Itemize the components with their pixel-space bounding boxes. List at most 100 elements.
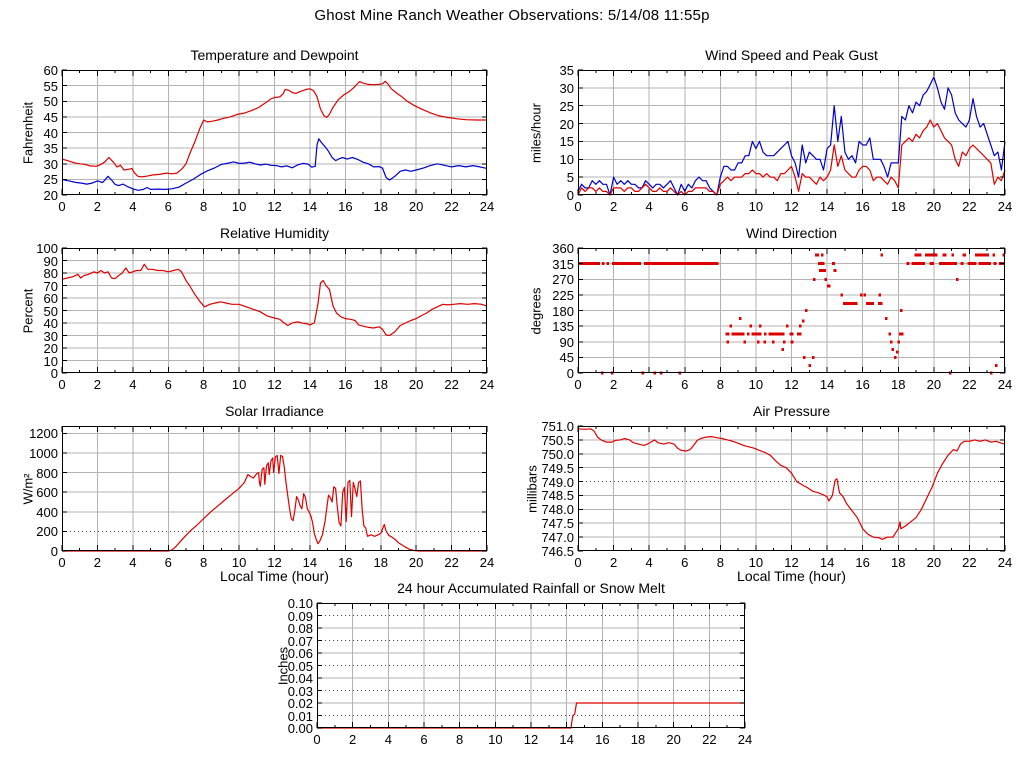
x-tick-label: 10 (231, 377, 247, 392)
x-tick-label: 22 (702, 732, 717, 747)
y-tick-label: 0 (50, 366, 58, 381)
chart-title: Temperature and Dewpoint (190, 47, 359, 63)
page-title: Ghost Mine Ranch Weather Observations: 5… (314, 7, 710, 24)
y-tick-label: 90 (559, 334, 574, 350)
x-tick-label: 4 (645, 377, 653, 392)
y-tick-label: 35 (43, 141, 58, 157)
chart-title: Air Pressure (752, 403, 831, 419)
x-tick-label: 16 (855, 377, 870, 392)
y-tick-label: 35 (559, 63, 574, 78)
y-tick-label: 748.5 (541, 488, 574, 504)
x-tick-label: 8 (200, 377, 208, 392)
y-tick-label: 50 (43, 94, 58, 110)
x-tick-label: 12 (784, 377, 799, 392)
y-tick-label: 55 (43, 78, 58, 94)
plot-area: 0 10 20 30 40 50 60 70 80 90 100 0 2 4 6 8 10 12 14 16 18 20 2… (36, 242, 494, 391)
y-tick-label: 0.08 (287, 621, 313, 636)
x-tick-label: 16 (338, 199, 353, 214)
x-tick-label: 10 (231, 555, 247, 570)
y-tick-label: 749.0 (541, 474, 574, 490)
y-tick-label: 0 (566, 188, 574, 203)
plot-svg (61, 426, 488, 552)
x-tick-label: 4 (129, 199, 137, 214)
y-tick-label: 747.0 (541, 530, 574, 546)
x-tick-label: 2 (93, 555, 102, 570)
x-tick-label: 2 (93, 377, 102, 392)
x-tick-label: 8 (716, 377, 724, 392)
x-tick-label: 6 (681, 555, 689, 570)
y-tick-label: 80 (43, 266, 58, 281)
x-tick-label: 0 (574, 377, 582, 392)
x-tick-label: 4 (645, 199, 653, 214)
chart-title: Wind Direction (745, 225, 838, 241)
chart-title: Relative Humidity (220, 225, 329, 241)
x-tick-label: 22 (444, 199, 459, 214)
y-tick-label: 0.04 (287, 671, 313, 686)
y-tick-label: 45 (43, 109, 58, 125)
y-tick-label: 25 (559, 98, 574, 114)
y-tick-label: 1000 (29, 445, 58, 461)
x-tick-label: 16 (338, 377, 353, 392)
y-tick-label: 400 (36, 504, 58, 520)
chart-wind-speed-gust: Wind Speed and Peak Gust miles/hour 0 5 10… (529, 47, 1013, 213)
x-tick-label: 10 (231, 199, 247, 214)
y-tick-label: 90 (43, 253, 58, 269)
chart-solar-irradiance: Solar Irradiance W/m² 0 200 400 600 800 1000 1… (21, 403, 495, 584)
x-tick-label: 14 (819, 199, 835, 214)
x-tick-label: 24 (479, 377, 495, 392)
x-tick-label: 14 (302, 377, 318, 392)
y-tick-label: 0.09 (287, 608, 313, 624)
y-tick-label: 1200 (29, 426, 58, 442)
x-tick-label: 16 (855, 555, 870, 570)
x-tick-label: 16 (855, 199, 870, 214)
y-tick-label: 747.5 (541, 516, 574, 532)
x-tick-label: 12 (267, 555, 282, 570)
y-tick-label: 751.0 (541, 419, 574, 434)
y-tick-label: 746.5 (541, 544, 574, 559)
chart-title: Solar Irradiance (225, 403, 324, 419)
y-tick-label: 0.00 (287, 721, 313, 736)
x-tick-label: 2 (609, 555, 618, 570)
x-tick-label: 8 (200, 199, 208, 214)
y-tick-label: 60 (43, 291, 58, 306)
x-tick-label: 8 (456, 732, 464, 747)
y-tick-label: 180 (552, 303, 574, 319)
x-tick-label: 20 (666, 732, 681, 747)
x-tick-label: 18 (373, 199, 388, 214)
x-tick-label: 0 (574, 199, 582, 214)
x-tick-label: 18 (891, 555, 906, 570)
y-tick-label: 0.05 (287, 658, 313, 674)
y-tick-label: 30 (559, 80, 574, 96)
chart-accumulated-rainfall: 24 hour Accumulated Rainfall or Snow Mel… (276, 580, 753, 746)
y-tick-label: 200 (36, 524, 58, 540)
y-tick-label: 10 (559, 152, 574, 168)
chart-air-pressure: Air Pressure millibars 746.5 747.0 747.5 74… (525, 403, 1013, 584)
y-tick-label: 100 (36, 241, 58, 256)
chart-wind-direction: Wind Direction degrees 0 45 90 135 180 225 270… (529, 225, 1013, 391)
y-tick-label: 15 (559, 134, 574, 150)
x-tick-label: 14 (302, 555, 318, 570)
x-tick-label: 0 (574, 555, 582, 570)
y-tick-label: 50 (43, 303, 58, 319)
y-tick-label: 748.0 (541, 502, 574, 518)
x-tick-label: 14 (559, 732, 574, 747)
x-tick-label: 2 (93, 199, 102, 214)
plot-area: 0.00 0.01 0.02 0.03 0.04 0.05 0.06 0.07 0.08 0.09… (288, 597, 753, 746)
y-tick-label: 20 (43, 188, 58, 203)
x-tick-label: 8 (200, 555, 208, 570)
x-tick-label: 24 (479, 555, 495, 570)
plot-area: 746.5 747.0 747.5 748.0 748.5 749.0 749.5 750.0… (541, 420, 1012, 569)
x-tick-label: 14 (302, 199, 318, 214)
y-tick-label: 0.01 (287, 708, 313, 724)
x-tick-label: 20 (408, 199, 424, 214)
x-tick-label: 14 (819, 377, 835, 392)
x-tick-label: 22 (962, 199, 977, 214)
x-tick-label: 12 (784, 199, 799, 214)
y-tick-label: 20 (43, 341, 58, 356)
y-tick-label: 800 (36, 465, 58, 481)
x-tick-label: 20 (926, 199, 942, 214)
x-tick-label: 18 (891, 377, 906, 392)
y-tick-label: 749.5 (541, 460, 574, 476)
x-tick-label: 24 (997, 199, 1013, 214)
x-tick-label: 10 (748, 555, 764, 570)
